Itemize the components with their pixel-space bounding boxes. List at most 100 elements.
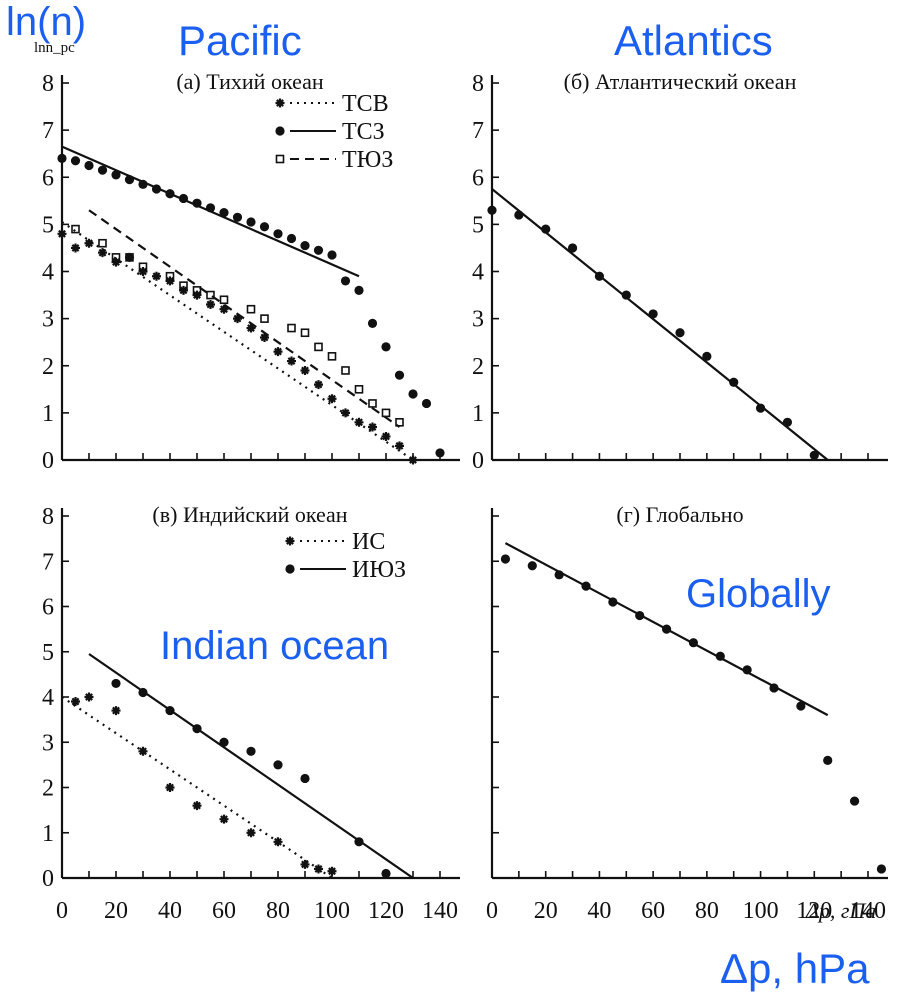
legend-label: ТЮЗ [342, 147, 393, 173]
data-point [300, 328, 310, 338]
data-point [876, 864, 887, 874]
legend-marker [285, 564, 295, 574]
data-point [635, 610, 645, 621]
legend-marker [275, 126, 285, 136]
x-tick-label: 140 [850, 898, 886, 924]
data-point [823, 755, 833, 765]
data-point [260, 314, 269, 323]
data-point [219, 814, 229, 824]
fit-line [88, 209, 401, 428]
data-point [219, 207, 229, 218]
y-tick-label: 5 [42, 640, 54, 666]
data-point [395, 441, 404, 451]
panel-d: 0 20 40 60 80 100 120 140 (г) Глобально [486, 502, 888, 924]
data-point [152, 271, 161, 281]
fit-line [88, 653, 414, 879]
y-tick-label: 1 [42, 821, 54, 847]
data-point [98, 248, 107, 258]
data-point [111, 706, 121, 716]
data-point [84, 238, 94, 248]
data-point [354, 837, 364, 847]
data-point [111, 678, 121, 689]
data-point [300, 240, 310, 251]
data-point [273, 229, 283, 239]
y-tick-label: 8 [42, 504, 54, 530]
data-point [408, 389, 418, 399]
data-point [314, 864, 323, 874]
data-point [809, 450, 819, 460]
data-point [71, 697, 80, 707]
data-point [313, 245, 324, 255]
panel-label-atlantic: Atlantics [614, 17, 773, 64]
legend-label: ИС [352, 529, 385, 555]
data-point [327, 352, 337, 361]
data-point [421, 398, 432, 409]
data-point [314, 380, 323, 390]
data-point [567, 243, 578, 253]
data-point [259, 222, 270, 232]
y-tick-label: 0 [472, 448, 484, 474]
data-point [165, 189, 175, 199]
data-point [219, 737, 229, 747]
data-point [206, 290, 215, 300]
y-tick-label: 2 [472, 354, 484, 380]
data-point [138, 746, 148, 756]
data-point [138, 687, 148, 698]
data-point [341, 408, 350, 418]
data-point [287, 356, 296, 366]
data-point [381, 868, 391, 879]
data-point [715, 651, 725, 661]
data-point [111, 170, 121, 180]
data-point [608, 597, 618, 607]
data-point [849, 796, 860, 806]
data-point [57, 229, 67, 239]
y-tick-label: 3 [42, 307, 54, 333]
x-axis-unit-overlay: Δp, hPa [720, 945, 870, 992]
data-point [165, 705, 175, 716]
y-axis-label-overlay: ln(n) [6, 0, 87, 44]
data-point [287, 323, 296, 333]
data-point [661, 624, 672, 634]
data-point [327, 394, 337, 404]
y-axis-label: lnn_pc [34, 40, 75, 56]
data-point [233, 314, 242, 324]
fit-line [61, 696, 333, 879]
y-tick-label: 7 [472, 118, 484, 144]
data-point [192, 286, 202, 295]
data-point [192, 801, 202, 811]
data-point [300, 859, 310, 869]
data-point [300, 365, 310, 375]
data-point [742, 665, 752, 675]
data-point [124, 175, 135, 185]
data-point [179, 281, 188, 290]
y-tick-label: 5 [42, 212, 54, 238]
data-point [273, 760, 283, 770]
x-tick-label: 40 [587, 898, 611, 924]
data-point [621, 290, 631, 300]
data-point [314, 342, 323, 352]
data-point [151, 184, 162, 194]
x-tick-label: 120 [796, 898, 832, 924]
y-tick-label: 5 [472, 212, 484, 238]
data-point [594, 271, 605, 281]
y-tick-label: 0 [42, 866, 54, 892]
legend-marker [275, 154, 285, 164]
y-tick-label: 6 [42, 165, 54, 191]
data-point [367, 318, 378, 328]
data-point [138, 179, 148, 189]
data-point [192, 198, 202, 208]
panel-title: (в) Индийский океан [152, 502, 347, 527]
data-point [84, 692, 94, 702]
data-point [581, 581, 591, 591]
x-tick-label: 120 [368, 898, 404, 924]
panel-b: 0 1 2 3 4 5 6 7 8 (б) Атлантический океан [472, 69, 888, 474]
data-point [341, 366, 350, 375]
y-tick-label: 7 [42, 549, 54, 575]
data-point [84, 160, 94, 171]
data-point [286, 233, 297, 244]
data-point [57, 153, 67, 163]
data-point [125, 252, 134, 262]
x-tick-label: 40 [158, 898, 182, 924]
data-point [232, 212, 243, 222]
